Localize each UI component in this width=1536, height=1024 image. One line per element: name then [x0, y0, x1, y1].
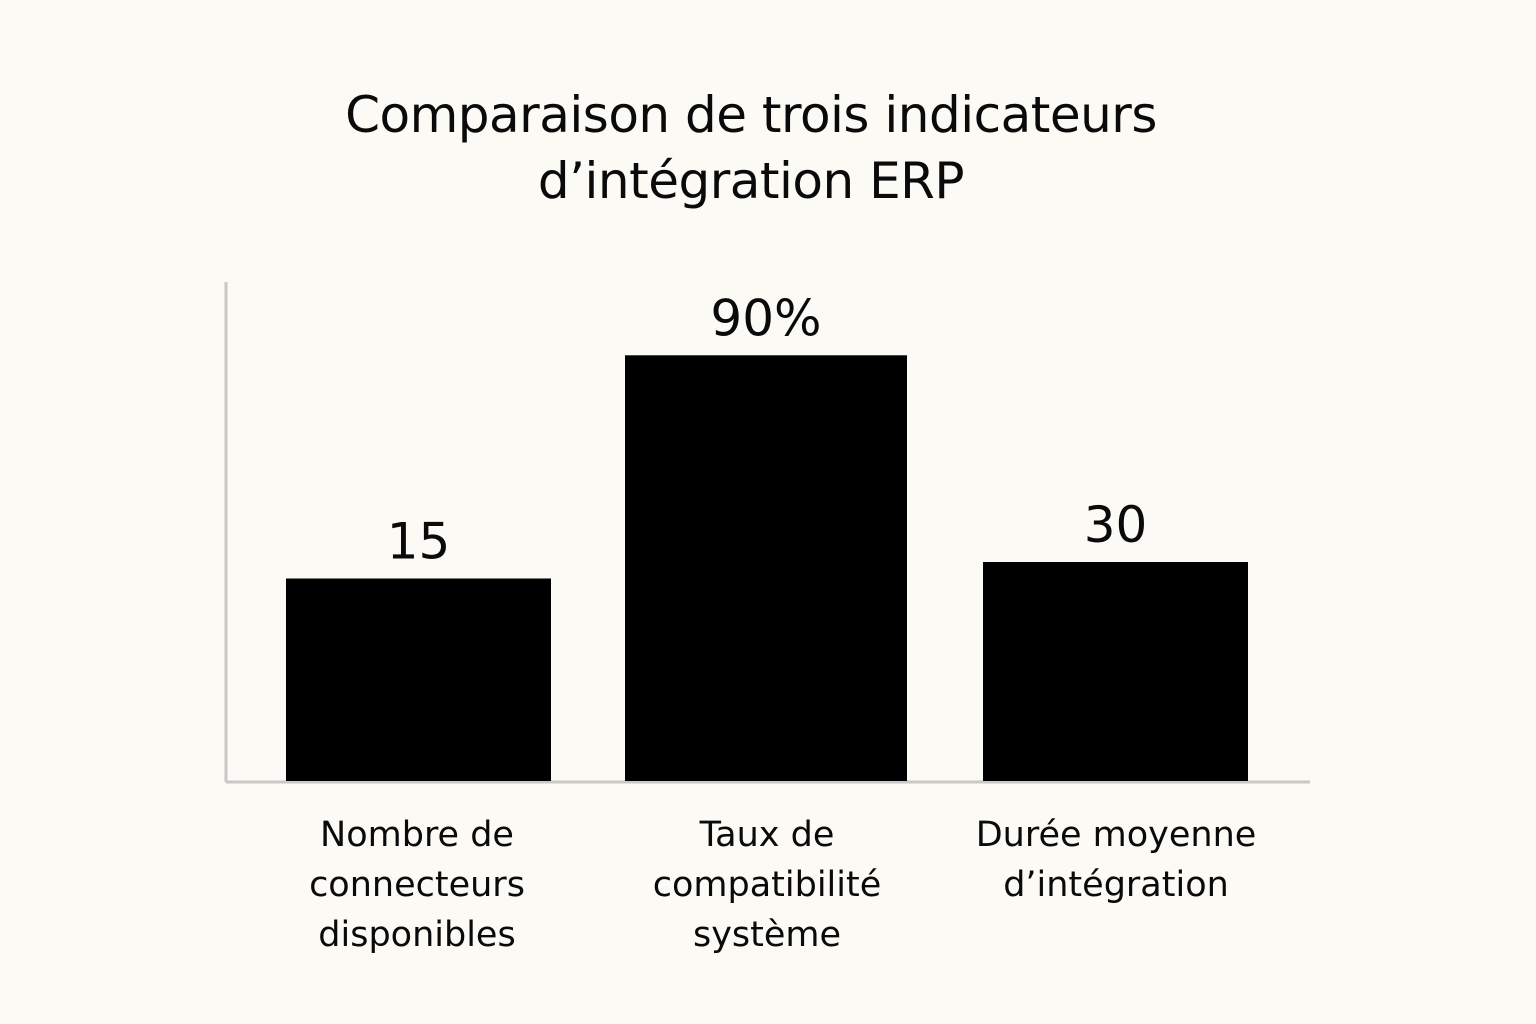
data-label-duree: 30 [1084, 496, 1148, 554]
category-label-connecteurs: Nombre de connecteurs disponibles [247, 810, 587, 960]
bar-duree [983, 562, 1248, 781]
category-label-line: d’intégration [1003, 865, 1229, 905]
category-label-compatibilite: Taux de compatibilité système [597, 810, 937, 960]
bar-connecteurs [286, 578, 551, 781]
category-label-line: compatibilité [652, 865, 882, 905]
bars-group: 15 90% 30 [286, 289, 1248, 781]
data-label-connecteurs: 15 [387, 513, 451, 571]
bar-compatibilite [625, 355, 907, 781]
category-label-line: Taux de [699, 815, 835, 855]
chart-title-line-1: Comparaison de trois indicateurs [345, 86, 1157, 144]
category-label-line: disponibles [318, 915, 516, 955]
category-label-line: système [692, 915, 842, 955]
data-label-compatibilite: 90% [710, 289, 821, 347]
chart-title: Comparaison de trois indicateurs d’intég… [0, 82, 1502, 214]
category-label-duree: Durée moyenne d’intégration [946, 810, 1286, 910]
category-label-line: Nombre de [320, 815, 514, 855]
category-label-line: connecteurs [309, 865, 525, 905]
category-label-line: Durée moyenne [975, 815, 1257, 855]
chart-title-line-2: d’intégration ERP [537, 152, 965, 210]
